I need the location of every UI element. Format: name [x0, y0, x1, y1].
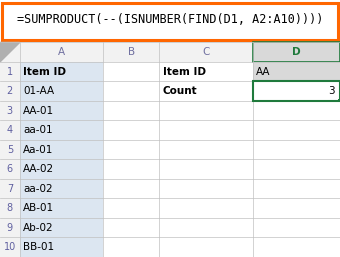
- Text: A: A: [58, 47, 65, 57]
- Text: AA-02: AA-02: [23, 164, 54, 174]
- Text: 1: 1: [7, 67, 13, 77]
- Text: Ab-02: Ab-02: [23, 223, 54, 233]
- Text: 2: 2: [7, 86, 13, 96]
- Bar: [0, 42, 20, 257]
- Text: B: B: [128, 47, 135, 57]
- Text: C: C: [202, 47, 209, 57]
- Text: aa-02: aa-02: [23, 184, 53, 194]
- Text: Aa-01: Aa-01: [23, 145, 53, 155]
- Text: Item ID: Item ID: [23, 67, 66, 77]
- Bar: [253, 81, 340, 101]
- Text: 3: 3: [328, 86, 335, 96]
- Text: aa-01: aa-01: [23, 125, 53, 135]
- Text: 7: 7: [7, 184, 13, 194]
- Text: 4: 4: [7, 125, 13, 135]
- Text: Count: Count: [163, 86, 197, 96]
- Text: =SUMPRODUCT(--(ISNUMBER(FIND(D1, A2:A10)))): =SUMPRODUCT(--(ISNUMBER(FIND(D1, A2:A10)…: [17, 13, 323, 26]
- Bar: [0, 42, 340, 62]
- Text: BB-01: BB-01: [23, 242, 54, 252]
- Text: 8: 8: [7, 203, 13, 213]
- Bar: [2, 3, 338, 40]
- Bar: [253, 62, 340, 81]
- Text: AB-01: AB-01: [23, 203, 54, 213]
- Polygon shape: [0, 42, 20, 62]
- Bar: [338, 99, 340, 103]
- Text: AA: AA: [256, 67, 271, 77]
- Text: Item ID: Item ID: [163, 67, 205, 77]
- Text: AA-01: AA-01: [23, 106, 54, 116]
- Bar: [20, 62, 103, 257]
- Text: 10: 10: [4, 242, 16, 252]
- Text: 01-AA: 01-AA: [23, 86, 54, 96]
- Bar: [253, 42, 340, 62]
- Text: 5: 5: [7, 145, 13, 155]
- Text: 9: 9: [7, 223, 13, 233]
- Text: 6: 6: [7, 164, 13, 174]
- Text: D: D: [292, 47, 301, 57]
- Text: 3: 3: [7, 106, 13, 116]
